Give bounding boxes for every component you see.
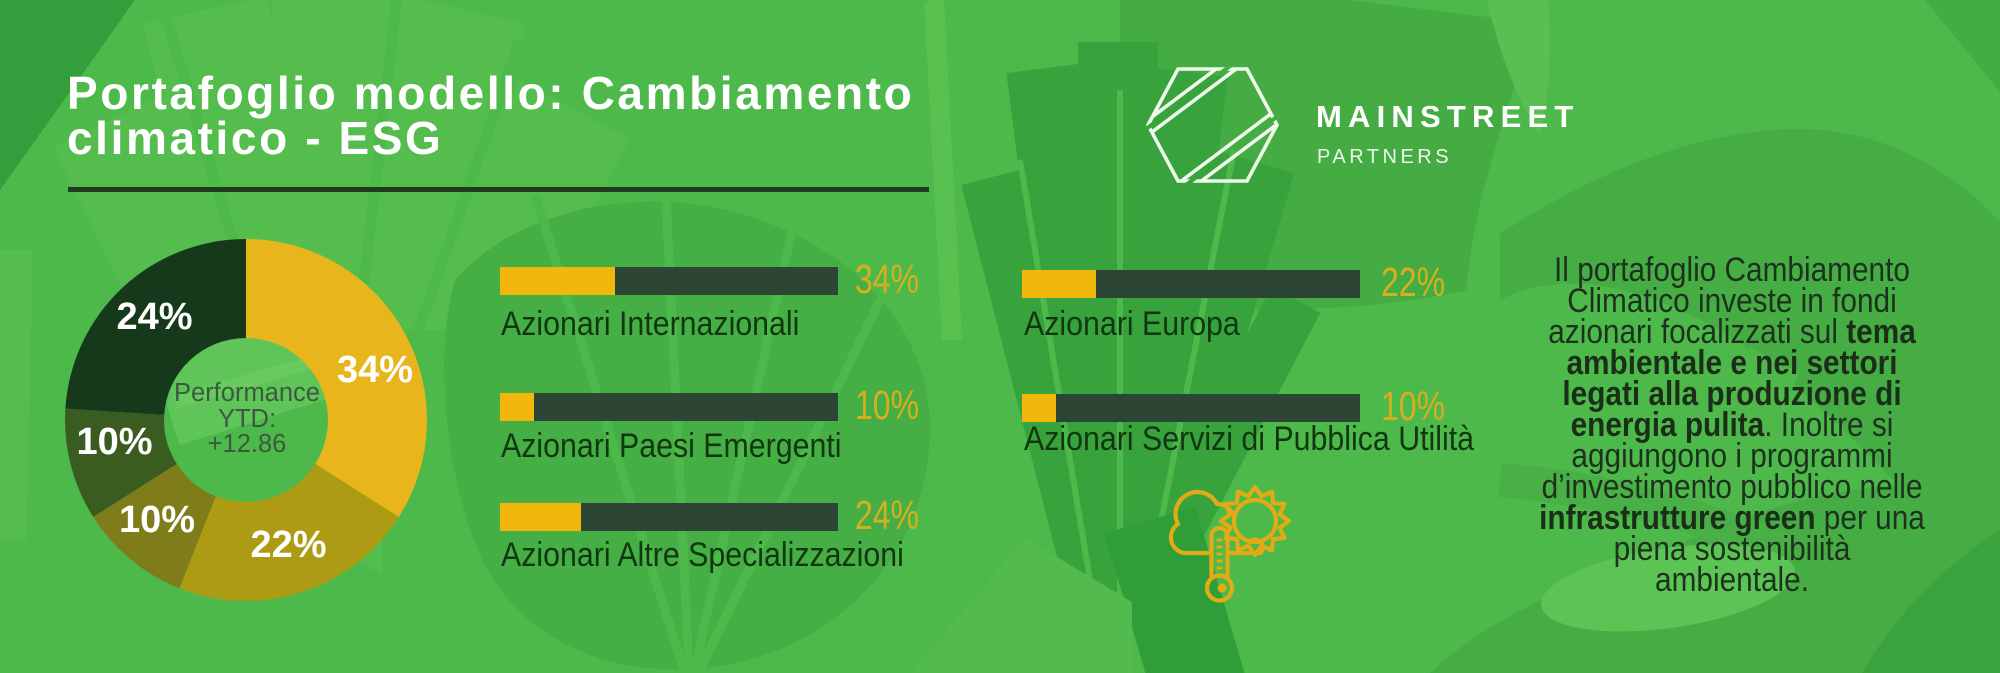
svg-text:Performance: Performance: [174, 379, 320, 407]
svg-text:10%: 10%: [76, 421, 152, 463]
svg-text:10%: 10%: [119, 499, 195, 541]
svg-text:YTD:: YTD:: [218, 405, 276, 433]
svg-text:+12.86: +12.86: [208, 430, 287, 458]
svg-text:34%: 34%: [337, 349, 413, 391]
svg-text:24%: 24%: [116, 296, 192, 338]
svg-text:22%: 22%: [250, 524, 326, 566]
